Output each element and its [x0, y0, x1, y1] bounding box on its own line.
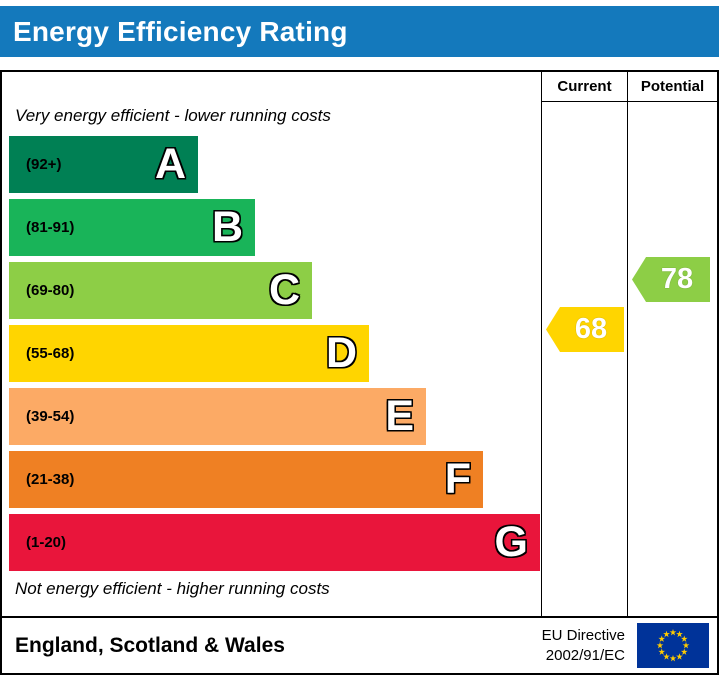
potential-column: Potential	[627, 72, 717, 616]
eu-directive-line1: EU Directive	[541, 627, 625, 644]
band-range-label: (39-54)	[26, 408, 75, 425]
rating-chart: Very energy efficient - lower running co…	[0, 70, 719, 675]
chart-main: Very energy efficient - lower running co…	[2, 72, 717, 618]
band-letter: D	[325, 329, 357, 377]
band-letter: C	[268, 266, 300, 314]
eu-directive-label: EU Directive 2002/91/EC	[542, 626, 625, 665]
current-column: Current	[541, 72, 627, 616]
bottom-note: Not energy efficient - higher running co…	[15, 579, 330, 598]
footer: England, Scotland & Wales EU Directive 2…	[2, 618, 717, 673]
current-rating-pointer: 68	[546, 307, 624, 352]
potential-rating-value: 78	[660, 263, 694, 295]
page-title: Energy Efficiency Rating	[13, 15, 348, 47]
band-row-a: (92+) A	[9, 136, 541, 193]
band-row-c: (69-80) C	[9, 262, 541, 319]
bands-list: (92+) A (81-91) B (69-80) C	[2, 136, 541, 571]
band-letter: E	[385, 392, 414, 440]
eu-directive-line2: 2002/91/EC	[545, 646, 625, 664]
band-letter: F	[444, 455, 471, 503]
band-letter: A	[154, 140, 186, 188]
band-row-f: (21-38) F	[9, 451, 541, 508]
band-row-e: (39-54) E	[9, 388, 541, 445]
band-letter: G	[494, 518, 528, 566]
band-bar-f: (21-38) F	[9, 451, 483, 508]
region-label: England, Scotland & Wales	[15, 633, 285, 657]
band-bar-d: (55-68) D	[9, 325, 369, 382]
band-bar-c: (69-80) C	[9, 262, 312, 319]
potential-rating-pointer: 78	[632, 257, 710, 302]
band-letter: B	[211, 203, 243, 251]
top-note: Very energy efficient - lower running co…	[15, 106, 331, 125]
header-bar: Energy Efficiency Rating	[0, 6, 719, 57]
band-bar-a: (92+) A	[9, 136, 198, 193]
current-column-header: Current	[542, 72, 627, 102]
band-row-b: (81-91) B	[9, 199, 541, 256]
band-row-g: (1-20) G	[9, 514, 541, 571]
band-row-d: (55-68) D	[9, 325, 541, 382]
potential-column-header: Potential	[628, 72, 717, 102]
band-range-label: (1-20)	[26, 534, 67, 551]
band-range-label: (81-91)	[26, 219, 75, 236]
band-range-label: (92+)	[26, 156, 62, 173]
band-range-label: (69-80)	[26, 282, 75, 299]
band-bar-b: (81-91) B	[9, 199, 255, 256]
band-range-label: (21-38)	[26, 471, 75, 488]
band-range-label: (55-68)	[26, 345, 75, 362]
band-bar-e: (39-54) E	[9, 388, 426, 445]
current-rating-value: 68	[574, 313, 608, 345]
band-bar-g: (1-20) G	[9, 514, 540, 571]
eu-flag-icon	[637, 623, 709, 668]
bands-region: Very energy efficient - lower running co…	[2, 72, 541, 616]
